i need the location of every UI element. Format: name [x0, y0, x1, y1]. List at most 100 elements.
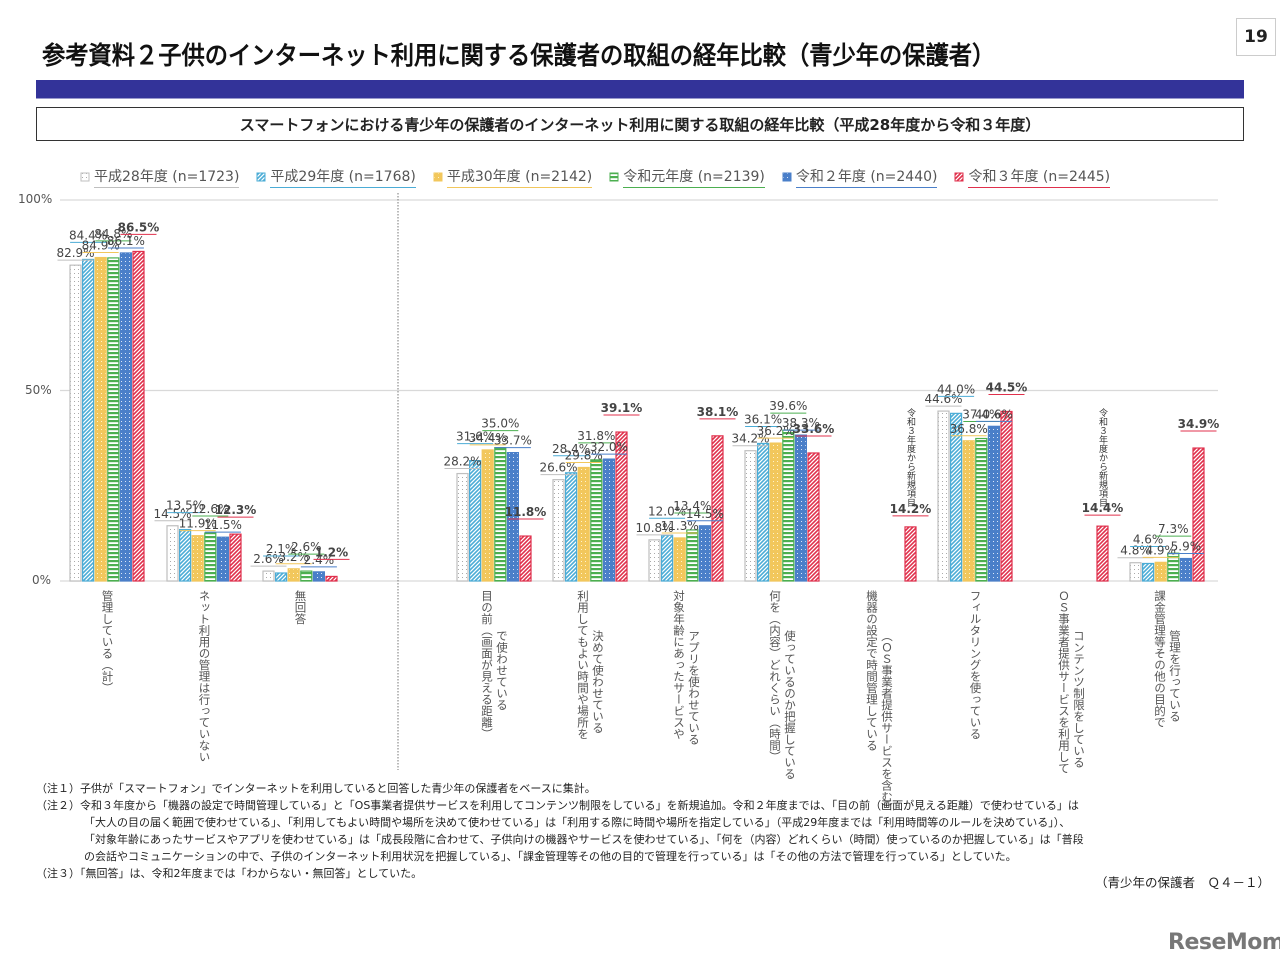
bar-5-1 [660, 534, 674, 582]
category-label-line: 利用してもよい時間や場所を [576, 590, 590, 740]
data-label: 37.4% [962, 408, 1000, 422]
bar-5-3 [686, 529, 699, 582]
bar-4-3 [590, 459, 603, 582]
data-label: 32.0% [590, 440, 628, 454]
bar-4-5 [615, 431, 628, 582]
data-label: 34.9% [1178, 417, 1220, 431]
data-label: 12.3% [215, 503, 257, 517]
legend-swatch-icon [256, 172, 266, 182]
data-label: 82.9% [56, 246, 94, 260]
category-label-line: アプリを使わせている [687, 630, 701, 745]
data-label: 44.0% [937, 382, 975, 396]
footnote-line: 「大人の目の届く範囲で使わせている」、「利用してもよい時間や場所を決めて使わせて… [36, 814, 1084, 831]
category-label-line: コンテンツ制限をしている [1072, 630, 1086, 768]
data-label: 84.8% [94, 227, 132, 241]
bar-6-3 [782, 429, 795, 582]
data-label: 5.9% [1171, 540, 1202, 554]
category-label: 目の前（画面が見える距離） で使わせている [479, 590, 509, 740]
bar-10-5 [1192, 447, 1205, 582]
y-tick-label: 0% [32, 573, 52, 587]
bar-4-0 [552, 479, 565, 582]
bar-8-2 [962, 440, 975, 582]
data-label: 11.3% [661, 519, 699, 533]
data-label: 33.6% [793, 422, 835, 436]
data-label: 11.8% [505, 505, 547, 519]
data-label: 12.0% [648, 504, 686, 518]
legend-label: 平成29年度 (n=1768) [270, 166, 416, 188]
category-label-line: 対象年齢にあったサービスや [672, 590, 686, 740]
category-label-line: 管理している（計） [100, 590, 115, 694]
bar-0-0 [69, 264, 82, 582]
bar-4-1 [564, 472, 578, 582]
category-label: ネット利用の管理は行っていない [197, 590, 212, 763]
page-number: 19 [1236, 18, 1276, 56]
bar-3-4 [506, 452, 519, 582]
new-item-note: 令和３年度から新規項目 [1097, 408, 1107, 507]
data-label: 13.5% [166, 499, 204, 513]
bar-1-1 [179, 528, 192, 582]
data-label: 13.4% [673, 499, 711, 513]
bar-5-4 [698, 525, 712, 582]
bar-0-5 [132, 250, 145, 582]
legend: 平成28年度 (n=1723) 平成29年度 (n=1768) 平成30年度 (n=… [80, 166, 1127, 188]
category-label-line: 使っているのか把握している [783, 630, 797, 780]
data-label: 36.8% [950, 422, 988, 436]
bar-2-1 [275, 572, 288, 582]
data-label: 84.4% [69, 228, 107, 242]
category-label-line: （ＯＳ事業者提供サービスを含む） [880, 630, 894, 814]
data-label: 86.5% [118, 220, 160, 234]
bar-6-5 [807, 452, 820, 582]
data-label: 2.1% [266, 542, 297, 556]
bar-0-1 [81, 258, 95, 582]
title-divider-bar [36, 80, 1244, 99]
bar-7-5 [904, 526, 917, 582]
bar-6-4 [794, 434, 808, 582]
legend-item: 令和元年度 (n=2139) [609, 166, 765, 188]
data-label: 86.1% [107, 234, 145, 248]
data-label: 35.0% [481, 417, 519, 431]
bar-10-0 [1129, 562, 1142, 582]
data-label: 4.8% [1120, 544, 1151, 558]
footnote-text: 子供が「スマートフォン」でインターネットを利用していると回答した青少年の保護者を… [80, 782, 596, 795]
data-label: 28.4% [552, 442, 590, 456]
legend-swatch-icon [954, 172, 964, 182]
bar-3-5 [519, 535, 532, 582]
bar-5-0 [648, 539, 661, 582]
new-item-note: 令和３年度から新規項目 [905, 408, 915, 507]
data-label: 44.6% [924, 392, 962, 406]
data-label: 33.7% [494, 434, 532, 448]
data-label: 39.6% [769, 399, 807, 413]
data-label: 44.5% [986, 380, 1028, 394]
legend-item: 平成28年度 (n=1723) [80, 166, 240, 188]
footnote-line: の会話やコミュニケーションの中で、子供のインターネット利用状況を把握している」、… [36, 848, 1084, 865]
bar-10-1 [1141, 562, 1155, 582]
bar-6-2 [769, 442, 782, 582]
footnote-label: （注２） [36, 799, 80, 812]
bar-2-5 [325, 575, 338, 582]
data-label: 28.2% [443, 455, 481, 469]
legend-label: 令和２年度 (n=2440) [795, 166, 938, 188]
bar-1-3 [204, 532, 217, 582]
category-label: 無回答 [293, 590, 308, 625]
bar-1-2 [191, 535, 204, 582]
resemom-logo: ReseMom [1168, 930, 1280, 955]
data-label: 40.6% [975, 407, 1013, 421]
data-label: 1.2% [315, 545, 348, 559]
footnote-line: （注１）子供が「スマートフォン」でインターネットを利用していると回答した青少年の… [36, 780, 1084, 797]
bar-6-1 [756, 442, 770, 582]
footnote-text: 「無回答」は、令和2年度までは「わからない・無回答」としていた。 [80, 867, 423, 880]
data-label: 14.5% [153, 507, 191, 521]
chart-title: スマートフォンにおける青少年の保護者のインターネット利用に関する取組の経年比較（… [36, 107, 1244, 141]
bar-10-4 [1179, 557, 1193, 582]
category-label-line: 無回答 [293, 590, 308, 625]
data-label: 7.3% [1158, 522, 1189, 536]
legend-swatch-icon [80, 172, 90, 182]
legend-item: 令和２年度 (n=2440) [782, 166, 938, 188]
data-label: 39.1% [601, 401, 643, 415]
legend-label: 平成30年度 (n=2142) [446, 166, 593, 188]
data-label: 34.4% [469, 431, 507, 445]
data-label: 29.8% [565, 448, 603, 462]
category-label: 課金管理等その他の目的で 管理を行っている [1152, 590, 1182, 728]
bar-10-2 [1154, 561, 1167, 582]
